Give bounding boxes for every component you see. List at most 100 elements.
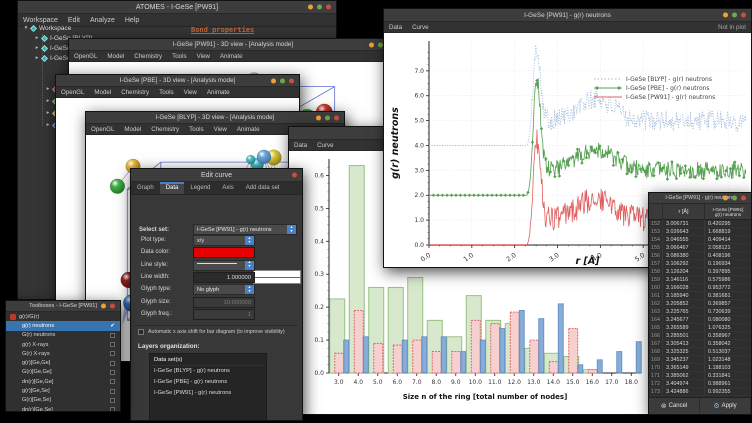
tree-item-node-5[interactable]: ▸ <box>18 95 188 107</box>
menu-item-opengl[interactable]: OpenGL <box>74 52 98 60</box>
minimize-button[interactable] <box>101 303 106 309</box>
item-checkbox[interactable] <box>110 360 115 366</box>
data-table-titlebar[interactable]: I-GeSe [PW91] - g(r) neutrons <box>649 193 751 204</box>
minimize-button[interactable] <box>271 78 276 83</box>
item-checkbox[interactable] <box>110 397 115 403</box>
menu-item-edit[interactable]: Edit <box>67 16 80 24</box>
menu-item-chemistry[interactable]: Chemistry <box>134 52 163 60</box>
menu-item-opengl[interactable]: OpenGL <box>91 125 115 133</box>
toolbox-item-dn-r-ge-ge-[interactable]: dn(r)[Ge,Ge] <box>6 377 120 386</box>
line-style-combo[interactable]: ▲ ▼ <box>193 259 255 271</box>
glyph-type-combo[interactable]: No glyph ▲ ▼ <box>193 284 255 296</box>
menu-item-tools[interactable]: Tools <box>159 88 174 96</box>
layer-item[interactable]: I-GeSe [PBE] - g(r) neutrons <box>154 379 228 385</box>
maximize-button[interactable] <box>280 78 285 83</box>
menu-item-chemistry[interactable]: Chemistry <box>151 125 180 133</box>
tab-graph[interactable]: Graph <box>137 185 154 191</box>
data-color-swatch[interactable] <box>193 247 255 259</box>
select-set-combo[interactable]: I-GeSe [PW91] - g(r) neutrons ▲ ▼ <box>193 224 297 235</box>
menu-item-curve[interactable]: Curve <box>317 141 334 149</box>
cancel-button[interactable]: ⊗ Cancel <box>649 398 700 414</box>
expander-icon[interactable]: ▸ <box>35 55 39 61</box>
close-button[interactable] <box>289 78 294 83</box>
view3d-blyp-titlebar[interactable]: I-GeSe [BLYP] - 3D view - [Analysis mode… <box>86 112 344 124</box>
maximize-button[interactable] <box>378 42 383 47</box>
view3d-pbe-titlebar[interactable]: I-GeSe [PBE] - 3D view - [Analysis mode] <box>56 75 299 87</box>
menu-item-view[interactable]: View <box>183 88 197 96</box>
menu-item-model[interactable]: Model <box>124 125 142 133</box>
expander-icon[interactable]: ▾ <box>24 25 28 31</box>
minimize-button[interactable] <box>369 42 374 47</box>
menu-item-animate[interactable]: Animate <box>236 125 260 133</box>
close-button[interactable] <box>741 12 746 18</box>
toolbox-item-g-r-neutrons[interactable]: G(r) neutrons <box>6 331 120 340</box>
maximize-button[interactable] <box>317 4 322 10</box>
tree-item-node-4[interactable]: ▸ <box>18 83 188 95</box>
combo-spin-icon[interactable]: ▲ ▼ <box>245 285 254 295</box>
expander-icon[interactable]: ▸ <box>46 110 50 116</box>
menu-item-data[interactable]: Data <box>389 23 403 31</box>
toolbox-group-gr[interactable]: g(r)/G(r) <box>6 312 120 321</box>
menu-item-model[interactable]: Model <box>107 52 125 60</box>
item-checkbox[interactable] <box>110 407 115 411</box>
minimize-button[interactable] <box>723 195 728 201</box>
tab-data[interactable]: Data <box>159 182 185 194</box>
main-titlebar[interactable]: ATOMES - I-GeSe [PW91] <box>18 1 336 14</box>
auto-shift-checkbox[interactable] <box>138 329 144 335</box>
menu-item-workspace[interactable]: Workspace <box>23 16 58 24</box>
maximize-button[interactable] <box>325 115 330 120</box>
menu-item-chemistry[interactable]: Chemistry <box>121 88 150 96</box>
close-button[interactable] <box>741 195 746 201</box>
tree-item-workspace[interactable]: ▾ Workspace <box>18 23 188 33</box>
line-width-entry[interactable]: 1.000000 <box>193 271 255 283</box>
menu-item-help[interactable]: Help <box>124 16 140 24</box>
toolbox-item-g-r-ge-ge-[interactable]: g(r)[Ge,Ge] <box>6 358 120 367</box>
menu-item-curve[interactable]: Curve <box>412 23 429 31</box>
toolbox-item-g-r-ge-ge-[interactable]: G(r)[Ge,Ge] <box>6 368 120 377</box>
maximize-button[interactable] <box>732 195 737 201</box>
minimize-button[interactable] <box>308 4 313 10</box>
tab-legend[interactable]: Legend <box>190 185 211 191</box>
menu-item-animate[interactable]: Animate <box>219 52 243 60</box>
menu-item-tools[interactable]: Tools <box>172 52 187 60</box>
menu-item-model[interactable]: Model <box>94 88 112 96</box>
item-checkbox[interactable] <box>110 388 115 394</box>
expander-icon[interactable]: ▸ <box>46 86 50 92</box>
combo-spin-icon[interactable]: ▲ ▼ <box>245 236 254 245</box>
menu-item-data[interactable]: Data <box>294 141 308 149</box>
tab-axis[interactable]: Axis <box>222 185 234 191</box>
maximize-button[interactable] <box>732 12 737 18</box>
close-button[interactable] <box>110 303 115 309</box>
item-checkbox[interactable] <box>110 342 115 348</box>
layer-item[interactable]: I-GeSe [BLYP] - g(r) neutrons <box>154 368 230 374</box>
toolbox-item-g-r-x-rays[interactable]: g(r) X-rays <box>6 340 120 349</box>
combo-spin-icon[interactable]: ▲ ▼ <box>245 260 254 270</box>
toolbox-item-g-r-ge-se-[interactable]: G(r)[Ge,Se] <box>6 396 120 405</box>
expander-icon[interactable]: ▸ <box>35 35 39 41</box>
menu-item-view[interactable]: View <box>213 125 227 133</box>
tree-item-node-6[interactable]: ▸ <box>18 107 188 119</box>
tab-add-data-set[interactable]: Add data set <box>245 185 280 191</box>
close-button[interactable] <box>326 4 331 10</box>
minimize-button[interactable] <box>316 115 321 120</box>
item-checkbox[interactable] <box>110 351 115 357</box>
plot-type-combo[interactable]: x/y ▲ ▼ <box>193 235 255 246</box>
apply-button[interactable]: ⚙ Apply <box>700 398 751 414</box>
close-button[interactable] <box>292 172 297 178</box>
toolbox-item-g-r-ge-se-[interactable]: g(r)[Ge,Se] <box>6 386 120 395</box>
layer-item[interactable]: I-GeSe [PW91] - g(r) neutrons <box>154 390 232 396</box>
edit-curve-titlebar[interactable]: Edit curve <box>131 169 302 182</box>
toolbox-item-dn-r-ge-se-[interactable]: dn(r)[Ge,Se] <box>6 405 120 411</box>
menu-item-analyze[interactable]: Analyze <box>89 16 115 24</box>
item-checkbox[interactable] <box>110 379 115 385</box>
item-checkbox[interactable] <box>110 369 115 375</box>
tree-item-node-7[interactable]: ▸ <box>18 119 188 131</box>
expander-icon[interactable]: ▸ <box>46 122 50 128</box>
menu-item-tools[interactable]: Tools <box>189 125 204 133</box>
menu-item-opengl[interactable]: OpenGL <box>61 88 85 96</box>
gr-chart-titlebar[interactable]: I-GeSe [PW91] - g(r) neutrons <box>384 9 751 22</box>
combo-spin-icon[interactable]: ▲ ▼ <box>287 225 296 234</box>
minimize-button[interactable] <box>723 12 728 18</box>
expander-icon[interactable]: ▸ <box>46 98 50 104</box>
toolbox-item-g-r-neutrons[interactable]: g(r) neutrons ✔ <box>6 321 120 331</box>
